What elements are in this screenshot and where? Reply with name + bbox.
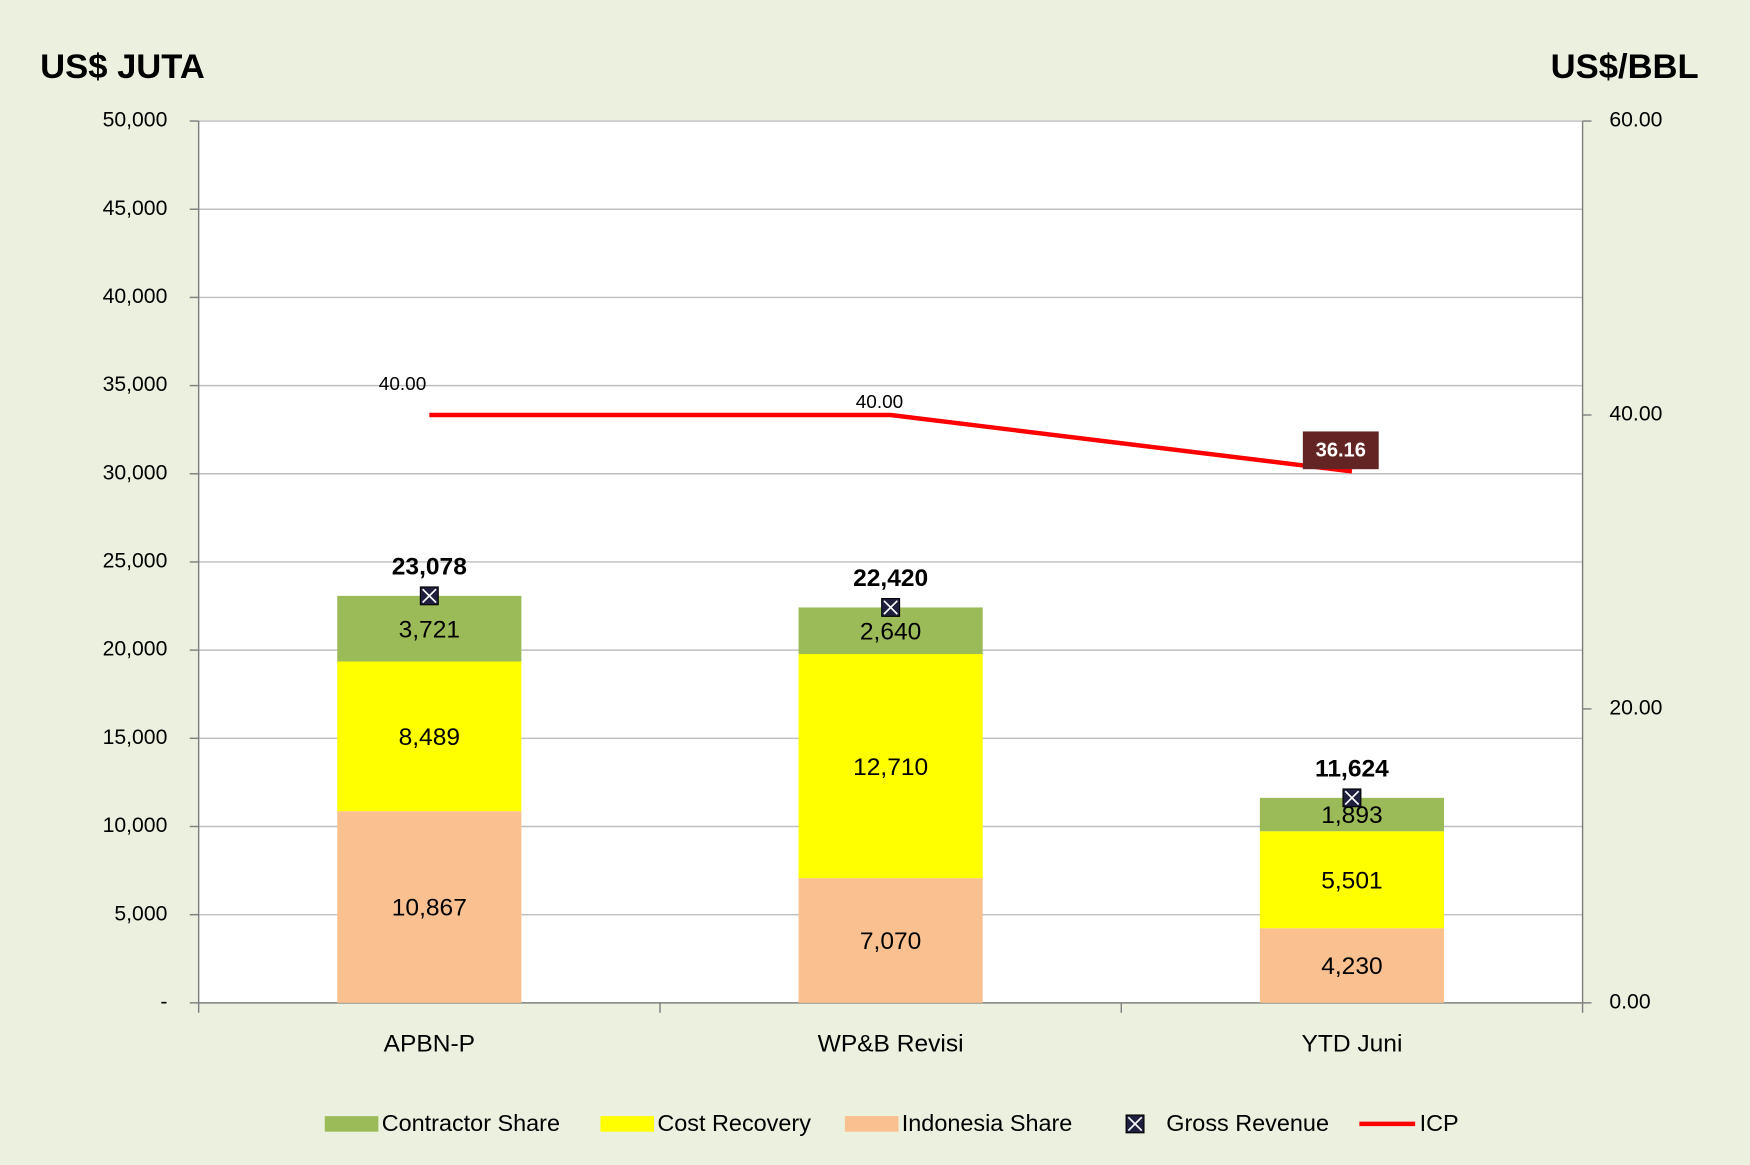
legend-label: Contractor Share — [382, 1110, 560, 1136]
bar-segment — [337, 661, 522, 812]
legend-label: ICP — [1420, 1110, 1459, 1136]
y-tick-label: 30,000 — [103, 461, 168, 484]
legend-label: Cost Recovery — [657, 1110, 811, 1136]
y-tick-label: 5,000 — [114, 902, 167, 925]
gross-revenue-marker — [881, 598, 901, 617]
icp-label: 36.16 — [1316, 440, 1366, 462]
y2-tick-label: 60.00 — [1609, 109, 1662, 132]
bar-label: 3,721 — [399, 616, 460, 643]
gross-revenue-label: 22,420 — [853, 565, 928, 592]
y2-tick-label: 20.00 — [1609, 697, 1662, 720]
bar-segment — [337, 595, 522, 662]
gross-revenue-label: 11,624 — [1315, 756, 1389, 783]
icp-label: 40.00 — [856, 392, 903, 413]
y2-tick-label: 0.00 — [1609, 990, 1650, 1013]
gross-revenue-label: 23,078 — [392, 554, 467, 581]
bar-segment — [1259, 928, 1445, 1003]
bar-label: 10,867 — [392, 895, 467, 922]
bar-segment — [1259, 831, 1445, 929]
y-tick-label: 25,000 — [103, 550, 168, 573]
bar-label: 5,501 — [1321, 867, 1382, 894]
bar-segment — [798, 654, 983, 879]
gross-revenue-marker — [419, 586, 439, 606]
bar-label: 2,640 — [860, 618, 921, 645]
bar-label: 4,230 — [1321, 953, 1382, 980]
icp-line — [429, 412, 1353, 474]
legend-swatch — [600, 1116, 655, 1132]
x-tick-label: YTD Juni — [1301, 1031, 1402, 1058]
legend-label: Indonesia Share — [902, 1110, 1073, 1136]
y-tick-label: 50,000 — [103, 109, 168, 132]
y-tick-label: 10,000 — [103, 814, 168, 837]
icp-label-box — [1302, 431, 1379, 470]
y2-axis-title: US$/BBL — [1551, 48, 1699, 86]
y-tick-label: 15,000 — [103, 726, 168, 749]
legend-swatch — [1125, 1114, 1145, 1134]
bar-label: 8,489 — [399, 724, 460, 751]
legend-swatch — [324, 1116, 379, 1132]
bar-label: 7,070 — [860, 928, 921, 955]
y-tick-label: 45,000 — [103, 197, 168, 220]
legend-swatch — [844, 1116, 899, 1132]
bar-segment — [798, 878, 983, 1003]
y-axis-title: US$ JUTA — [40, 48, 205, 86]
legend-label: Gross Revenue — [1166, 1110, 1329, 1136]
y2-tick-label: 40.00 — [1609, 403, 1662, 426]
gross-revenue-marker — [1342, 788, 1362, 808]
y-tick-label: 20,000 — [103, 638, 168, 661]
y-tick-label: 35,000 — [103, 373, 168, 396]
bar-segment — [337, 811, 522, 1003]
x-tick-label: APBN-P — [384, 1031, 475, 1058]
x-tick-label: WP&B Revisi — [818, 1031, 964, 1058]
bar-label: 12,710 — [853, 754, 928, 781]
y-tick-label: - — [160, 990, 167, 1013]
y-tick-label: 40,000 — [103, 285, 168, 308]
icp-label: 40.00 — [379, 374, 426, 395]
